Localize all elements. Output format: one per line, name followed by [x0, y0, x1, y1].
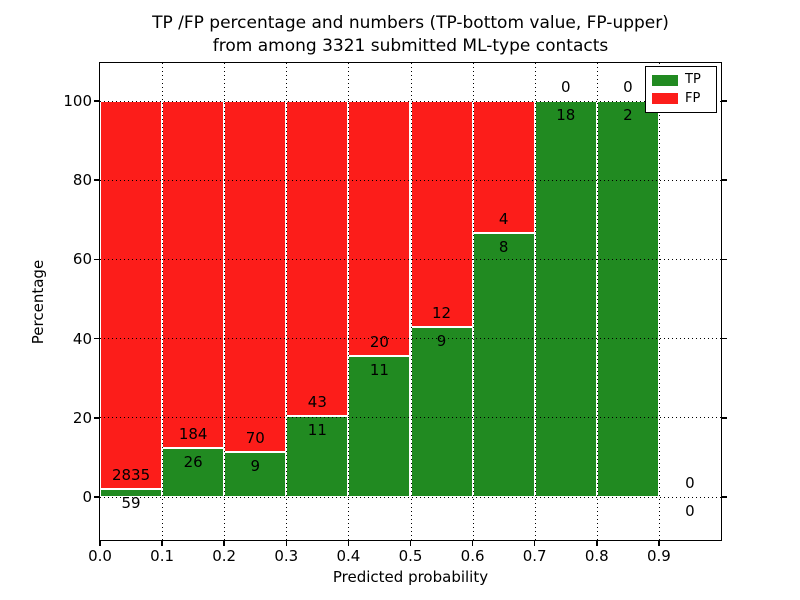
bar-tp-segment — [410, 327, 473, 497]
bar-tp-count-label: 0 — [685, 502, 695, 520]
x-tick-label: 0.2 — [212, 547, 237, 565]
gridline-vertical — [162, 63, 164, 540]
bar-tp-segment — [286, 416, 349, 497]
y-tick-mark — [94, 417, 100, 419]
x-tick-label: 0.6 — [460, 547, 485, 565]
bar-fp-count-label: 184 — [178, 424, 208, 443]
x-tick-mark — [596, 540, 598, 546]
y-tick-mark-right — [721, 179, 727, 181]
bar-tp-segment — [534, 101, 597, 497]
bar-tp-count-label: 11 — [307, 421, 327, 440]
x-tick-label: 0.0 — [88, 547, 112, 565]
y-axis-label: Percentage — [29, 259, 47, 345]
bar-fp-segment — [162, 101, 225, 448]
gridline-vertical — [534, 63, 536, 540]
x-tick-mark — [223, 540, 225, 546]
bar-tp-count-label: 26 — [183, 452, 203, 471]
legend-label: FP — [685, 90, 701, 106]
bar-fp-count-label: 70 — [245, 428, 265, 447]
x-tick-label: 0.1 — [150, 547, 175, 565]
bar-fp-count-label: 0 — [560, 78, 571, 96]
x-tick-mark — [409, 540, 412, 546]
bar-tp-count-label: 2 — [623, 106, 633, 124]
bar-tp-segment — [348, 356, 411, 497]
y-tick-mark — [94, 496, 100, 498]
bar-fp-count-label: 4 — [498, 210, 509, 228]
bar-tp-count-label: 11 — [369, 361, 389, 380]
chart-title-line1: TP /FP percentage and numbers (TP-bottom… — [152, 13, 669, 33]
bar-fp-count-label: 20 — [369, 333, 389, 352]
gridline-vertical — [658, 63, 660, 540]
y-tick-mark-right — [721, 258, 727, 261]
gridline-vertical — [410, 63, 412, 540]
x-tick-mark — [471, 540, 474, 546]
y-tick-mark — [94, 258, 100, 261]
y-tick-label: 40 — [72, 329, 92, 348]
x-tick-mark — [347, 540, 350, 546]
legend-item-fp: FP — [652, 90, 710, 106]
bar-fp-segment — [348, 101, 411, 357]
gridline-vertical — [224, 63, 226, 540]
gridline-vertical — [472, 63, 474, 540]
x-tick-mark — [533, 540, 536, 546]
y-tick-mark-right — [721, 337, 727, 340]
y-tick-label: 100 — [63, 92, 92, 110]
bar-fp-count-label: 2835 — [111, 465, 151, 484]
bar-fp-count-label: 0 — [685, 474, 695, 492]
x-axis-label: Predicted probability — [332, 568, 489, 586]
y-tick-mark — [94, 337, 100, 340]
bar-fp-segment — [472, 101, 535, 233]
y-tick-label: 80 — [72, 171, 92, 190]
y-tick-mark-right — [721, 496, 727, 498]
x-tick-label: 0.4 — [336, 547, 361, 565]
legend-label: TP — [685, 72, 701, 88]
y-tick-label: 0 — [82, 488, 92, 506]
bar-tp-segment — [100, 488, 163, 497]
bar-tp-count-label: 59 — [121, 493, 141, 512]
bar-fp-segment — [286, 101, 349, 417]
y-tick-mark — [94, 100, 100, 102]
chart-title-line2: from among 3321 submitted ML-type contac… — [212, 36, 609, 56]
bar-fp-count-label: 0 — [623, 78, 633, 96]
x-tick-mark — [161, 540, 163, 546]
x-tick-label: 0.8 — [584, 547, 609, 565]
x-tick-label: 0.7 — [522, 547, 547, 565]
gridline-vertical — [348, 63, 350, 540]
bar-tp-segment — [472, 233, 535, 497]
chart-title: TP /FP percentage and numbers (TP-bottom… — [100, 12, 721, 58]
gridline-vertical — [286, 63, 288, 540]
bar-tp-count-label: 8 — [498, 238, 509, 256]
legend-item-tp: TP — [652, 73, 710, 87]
y-tick-mark — [94, 179, 100, 181]
bar-tp-segment — [162, 447, 225, 497]
legend-swatch-fp — [652, 93, 678, 105]
x-tick-mark — [285, 540, 288, 546]
x-tick-mark — [658, 540, 660, 546]
bar-fp-segment — [100, 101, 163, 489]
bar-tp-count-label: 9 — [436, 332, 447, 351]
bar-fp-segment — [224, 101, 287, 452]
y-tick-label: 20 — [72, 408, 92, 427]
bar-tp-segment — [596, 101, 659, 497]
bar-tp-count-label: 18 — [556, 106, 576, 124]
x-tick-mark — [99, 540, 101, 546]
bar-tp-count-label: 9 — [250, 456, 261, 475]
legend: TP FP — [645, 66, 717, 113]
bar-fp-segment — [410, 101, 473, 328]
legend-swatch-tp — [652, 74, 678, 86]
gridline-vertical — [596, 63, 598, 540]
y-tick-mark-right — [721, 417, 727, 419]
y-tick-mark-right — [721, 100, 727, 102]
x-tick-label: 0.3 — [274, 547, 299, 565]
x-tick-label: 0.5 — [398, 547, 423, 565]
y-tick-label: 60 — [72, 250, 92, 269]
bar-fp-count-label: 12 — [432, 304, 452, 323]
bar-fp-count-label: 43 — [307, 393, 327, 412]
x-tick-label: 0.9 — [646, 547, 671, 565]
